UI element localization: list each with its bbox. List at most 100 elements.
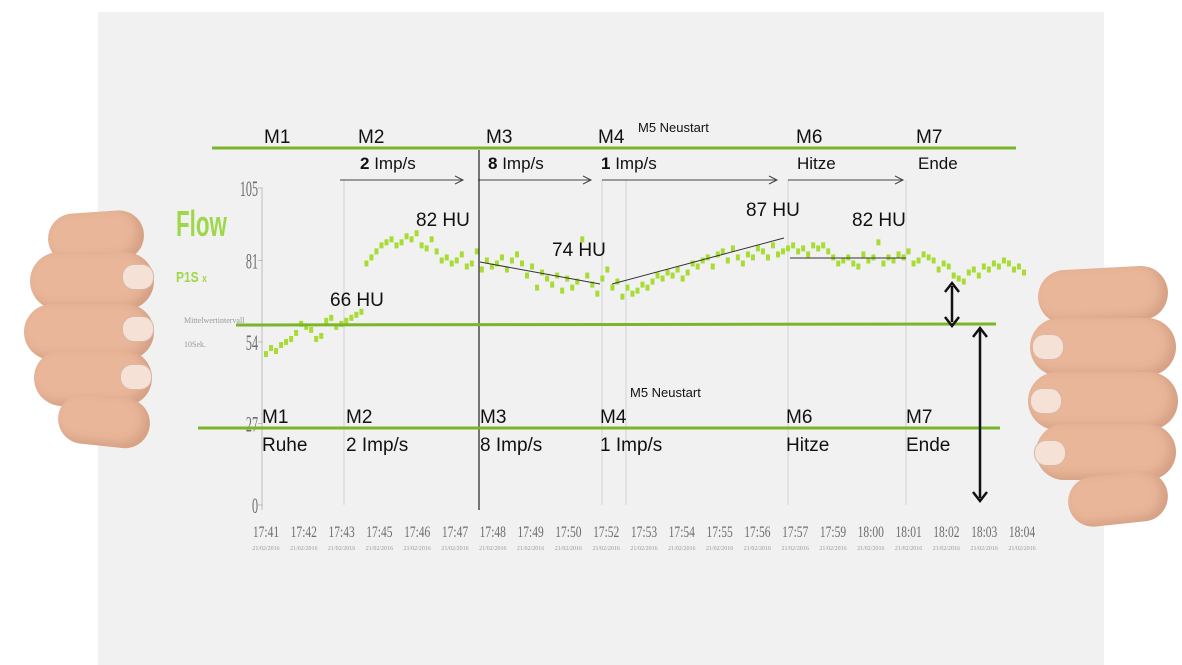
data-point <box>665 269 670 276</box>
data-point <box>555 272 560 279</box>
data-point <box>540 269 545 276</box>
data-point <box>730 245 735 252</box>
bottom-marker-label: M4 <box>600 407 627 428</box>
data-point <box>575 278 580 285</box>
data-point <box>600 275 605 282</box>
top-marker-label: M4 <box>598 127 625 148</box>
data-point <box>560 287 565 294</box>
data-point <box>1022 269 1026 276</box>
data-point <box>459 251 464 258</box>
right-hand <box>1028 260 1182 540</box>
x-tick-label: 17:49 <box>517 524 543 541</box>
x-tick-date: 21/02/2016 <box>404 546 431 552</box>
data-point <box>916 257 921 264</box>
data-point <box>424 245 429 252</box>
data-point <box>781 248 786 255</box>
data-point <box>976 272 981 279</box>
data-point <box>429 236 434 243</box>
data-point <box>514 251 519 258</box>
data-point <box>364 260 369 267</box>
x-tick-date: 21/02/2016 <box>857 546 884 552</box>
data-point <box>806 251 811 258</box>
data-point <box>404 233 409 240</box>
data-point <box>846 254 851 261</box>
data-point <box>655 272 660 279</box>
data-point <box>369 254 374 261</box>
hu-label-66: 66 HU <box>330 290 384 311</box>
data-point <box>861 251 866 258</box>
y-tick-label: 81 <box>246 249 258 274</box>
data-point <box>826 248 831 255</box>
data-point <box>675 266 680 273</box>
bottom-phase-label: 8 Imp/s <box>480 435 542 456</box>
x-tick-date: 21/02/2016 <box>630 546 657 552</box>
top-marker-label: M2 <box>358 127 384 148</box>
data-point <box>986 266 991 273</box>
data-point <box>274 348 279 355</box>
data-point <box>284 338 289 345</box>
data-point <box>535 284 540 291</box>
data-point <box>489 263 494 270</box>
data-point <box>610 284 615 291</box>
data-point <box>966 269 971 276</box>
phase-arrowhead-m3 <box>582 175 593 185</box>
data-point <box>605 266 610 273</box>
data-point <box>309 326 314 333</box>
x-tick-date: 21/02/2016 <box>593 546 620 552</box>
data-point <box>695 263 700 270</box>
data-point <box>625 284 630 291</box>
data-point <box>771 242 776 249</box>
y-tick-label: 0 <box>252 493 258 518</box>
data-point <box>765 254 770 261</box>
data-point <box>509 257 514 264</box>
data-point <box>645 284 650 291</box>
data-point <box>740 260 745 267</box>
phase-arrowhead-m2 <box>454 175 465 185</box>
data-point <box>615 278 620 285</box>
x-tick-label: 18:00 <box>858 524 884 541</box>
x-tick-date: 21/02/2016 <box>744 546 771 552</box>
marker-guide-lines <box>343 180 907 505</box>
data-point <box>454 257 459 264</box>
data-point <box>710 263 715 270</box>
x-tick-date: 21/02/2016 <box>441 546 468 552</box>
data-point <box>700 257 705 264</box>
data-point <box>981 263 986 270</box>
hu-label-74: 74 HU <box>552 240 606 261</box>
data-point <box>856 263 861 270</box>
top-marker-label: M6 <box>796 127 822 148</box>
bottom-labels: Ruhe 2 Imp/s 8 Imp/s 1 Imp/s Hitze Ende <box>262 435 950 456</box>
data-point <box>304 323 309 330</box>
data-point <box>715 251 720 258</box>
x-tick-date: 21/02/2016 <box>366 546 393 552</box>
data-point <box>996 263 1001 270</box>
data-point <box>530 263 535 270</box>
x-tick-label: 18:03 <box>971 524 997 541</box>
data-point <box>921 251 926 258</box>
difference-arrows <box>944 280 988 504</box>
data-point <box>971 266 976 273</box>
data-point <box>499 254 504 261</box>
data-point <box>956 275 961 282</box>
chart-title: Flow <box>176 205 227 245</box>
right-finger-1 <box>1036 264 1170 326</box>
data-point <box>520 260 525 267</box>
top-marker-label: M3 <box>486 127 512 148</box>
data-point <box>434 248 439 255</box>
top-marker-label: M1 <box>264 127 290 148</box>
x-tick-label: 17:41 <box>253 524 279 541</box>
data-point <box>374 248 379 255</box>
phase-arrows <box>340 175 905 185</box>
data-point <box>354 311 359 318</box>
data-point <box>931 257 936 264</box>
x-tick-label: 18:01 <box>895 524 921 541</box>
data-point <box>389 236 394 243</box>
trend-line-m4 <box>611 237 785 285</box>
data-point <box>685 269 690 276</box>
data-point <box>344 317 349 324</box>
data-point <box>670 272 675 279</box>
hu-label-82-b: 82 HU <box>852 210 906 231</box>
data-point <box>494 260 499 267</box>
data-point <box>324 317 329 324</box>
